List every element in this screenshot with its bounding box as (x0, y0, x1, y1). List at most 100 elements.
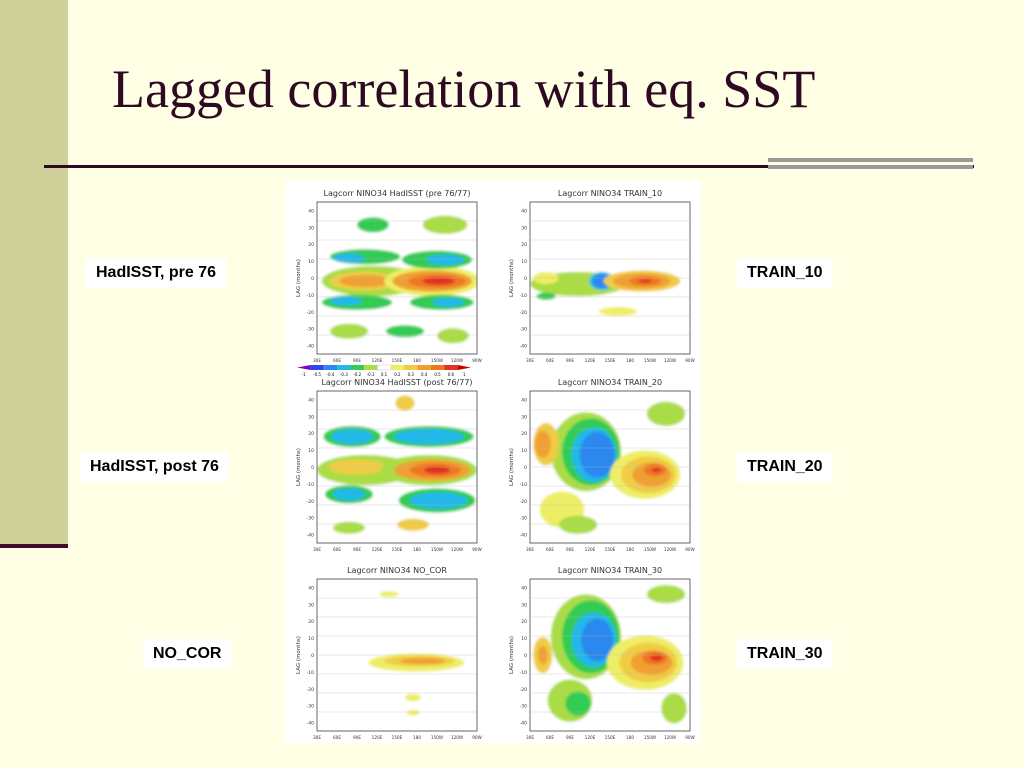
y-tick-label: -20 (520, 499, 527, 505)
y-tick-label: 20 (521, 242, 527, 248)
label-hadisst-post: HadISST, post 76 (80, 452, 229, 482)
x-tick-label: 120W (451, 735, 463, 740)
x-tick-label: 60E (333, 735, 341, 740)
x-tick-label: 180 (626, 358, 634, 363)
y-tick-label: 20 (308, 431, 314, 437)
y-tick-label: -40 (520, 344, 527, 350)
x-tick-label: 180 (413, 547, 421, 552)
y-tick-label: 10 (308, 636, 314, 642)
y-tick-label: -10 (520, 293, 527, 299)
x-tick-label: 150W (644, 735, 656, 740)
contour-region (422, 215, 468, 234)
y-tick-label: 20 (308, 619, 314, 625)
y-axis-label: LAG (months) (296, 259, 302, 297)
x-tick-label: 30E (313, 358, 321, 363)
contour-region (385, 325, 425, 338)
x-tick-label: 150W (644, 547, 656, 552)
contour-region (397, 518, 429, 531)
y-tick-label: 40 (308, 585, 314, 591)
plot-frame (529, 578, 691, 732)
y-tick-label: 30 (308, 225, 314, 231)
contour-region (536, 292, 556, 301)
y-tick-label: 30 (308, 414, 314, 420)
y-tick-label: 30 (308, 602, 314, 608)
y-tick-label: -40 (520, 721, 527, 727)
y-tick-label: 40 (308, 397, 314, 403)
x-tick-label: 30E (526, 735, 534, 740)
x-tick-label: 180 (413, 358, 421, 363)
title-rule (44, 165, 974, 168)
plot-frame (529, 201, 691, 355)
panel-title: Lagcorr NINO34 TRAIN_30 (558, 566, 662, 575)
y-tick-label: 10 (308, 448, 314, 454)
x-tick-label: 90E (566, 547, 574, 552)
contour-region (651, 467, 662, 473)
y-tick-label: 40 (521, 208, 527, 214)
y-tick-label: -30 (520, 516, 527, 522)
x-tick-label: 90W (685, 358, 694, 363)
colorbar-tick-label: -0.2 (353, 372, 361, 377)
x-tick-label: 120E (372, 547, 383, 552)
x-tick-label: 120E (585, 547, 596, 552)
colorbar-swatch (404, 365, 418, 370)
x-tick-label: 90E (353, 735, 361, 740)
x-tick-label: 120E (372, 358, 383, 363)
sidebar-accent-line (0, 544, 68, 548)
panel-p4: Lagcorr NINO34 TRAIN_20 40 30 20 10 0 -10 -20 -3… (509, 378, 695, 552)
x-tick-label: 150E (392, 547, 403, 552)
y-tick-label: 0 (524, 465, 527, 471)
contour-region (650, 655, 663, 662)
panel-p1: Lagcorr NINO34 HadISST (pre 76/77) 40 30 20… (296, 189, 482, 363)
colorbar-swatch (297, 365, 311, 370)
x-tick-label: 60E (333, 358, 341, 363)
y-tick-label: -30 (307, 704, 314, 710)
x-tick-label: 150E (605, 547, 616, 552)
y-tick-label: 40 (308, 208, 314, 214)
contour-region (534, 430, 551, 458)
contour-region (646, 585, 686, 604)
x-tick-label: 150E (605, 358, 616, 363)
x-tick-label: 120W (664, 358, 676, 363)
panel-title: Lagcorr NINO34 HadISST (post 76/77) (321, 378, 472, 387)
contour-region (437, 328, 469, 344)
contour-region (425, 254, 465, 266)
contour-region (405, 693, 421, 702)
contour-region (432, 297, 465, 307)
x-tick-label: 30E (526, 358, 534, 363)
panel-p5: Lagcorr NINO34 NO_COR 40 30 20 10 0 -10 -20 -30 -… (296, 566, 482, 740)
x-tick-label: 60E (546, 358, 554, 363)
y-tick-label: -20 (307, 310, 314, 316)
y-axis-label: LAG (months) (509, 259, 515, 297)
x-tick-label: 90E (566, 358, 574, 363)
x-tick-label: 90E (353, 358, 361, 363)
x-tick-label: 60E (546, 547, 554, 552)
slide-title: Lagged correlation with eq. SST (112, 59, 816, 119)
contour-region (331, 429, 373, 445)
y-tick-label: 10 (521, 259, 527, 265)
y-tick-label: -30 (520, 704, 527, 710)
x-tick-label: 150W (431, 358, 443, 363)
panel-title: Lagcorr NINO34 TRAIN_20 (558, 378, 662, 387)
y-tick-label: -40 (307, 533, 314, 539)
x-tick-label: 120W (451, 547, 463, 552)
x-tick-label: 30E (526, 547, 534, 552)
y-tick-label: 0 (311, 653, 314, 659)
panel-title: Lagcorr NINO34 TRAIN_10 (558, 189, 662, 198)
label-no-cor: NO_COR (143, 639, 232, 669)
y-tick-label: -40 (520, 533, 527, 539)
panel-p6: Lagcorr NINO34 TRAIN_30 40 30 20 10 0 -10 -20 -3… (509, 566, 695, 740)
colorbar-tick-label: -0.1 (367, 372, 375, 377)
y-tick-label: -20 (520, 687, 527, 693)
x-tick-label: 120W (664, 735, 676, 740)
plot-frame (316, 201, 478, 355)
x-tick-label: 90E (566, 735, 574, 740)
panel-p3: Lagcorr NINO34 HadISST (post 76/77) 40 30 2… (296, 378, 482, 552)
y-tick-label: -10 (307, 482, 314, 488)
contour-region (379, 591, 399, 598)
contour-region (646, 401, 686, 426)
x-tick-label: 120W (451, 358, 463, 363)
y-tick-label: 30 (521, 225, 527, 231)
contour-region (395, 395, 415, 411)
x-tick-label: 150W (431, 735, 443, 740)
plot-frame (316, 578, 478, 732)
